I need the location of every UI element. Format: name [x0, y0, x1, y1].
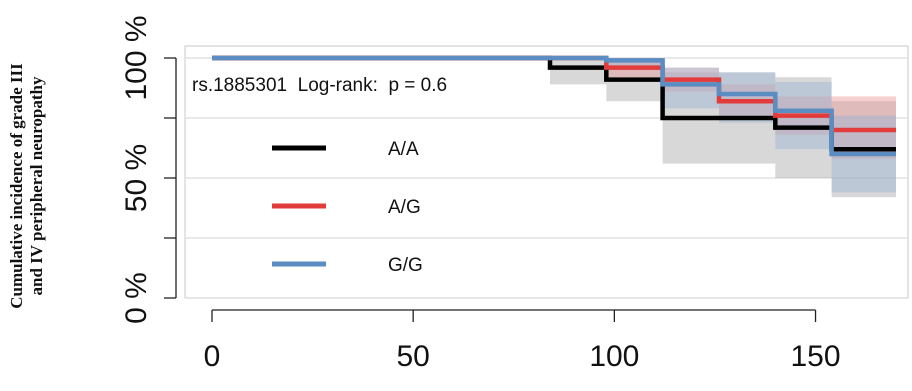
- x-tick-label: 100: [589, 340, 639, 373]
- log-rank-annotation: rs.1885301 Log-rank: p = 0.6: [192, 75, 447, 96]
- x-tick-label: 50: [396, 340, 429, 373]
- annotation: rs.1885301 Log-rank: p = 0.6: [192, 75, 447, 96]
- x-tick-label: 150: [790, 340, 840, 373]
- legend-label: G/G: [388, 255, 423, 276]
- y-tick-label: 50 %: [120, 144, 153, 212]
- y-tick-label: 0 %: [120, 272, 153, 324]
- plot-area: [184, 45, 909, 299]
- plot-frame: [184, 45, 909, 299]
- series-lines: [212, 55, 896, 157]
- y-axis-label-line: Cumulative incidence of grade III: [7, 63, 26, 309]
- confidence-band-gg: [212, 58, 896, 193]
- axes: 0 % 50 % 100 % 0 50 100 150: [120, 15, 841, 373]
- x-tick-label: 0: [204, 340, 221, 373]
- series-line-gg: [212, 55, 896, 157]
- legend-label: A/G: [388, 197, 421, 218]
- confidence-band-ag: [212, 58, 896, 159]
- legend-label: A/A: [388, 139, 419, 160]
- y-axis-label-line: and IV peripheral neuropathy: [27, 76, 46, 295]
- legend: A/A A/G G/G: [272, 139, 423, 276]
- y-tick-label: 100 %: [120, 15, 153, 100]
- y-axis-label: Cumulative incidence of grade III and IV …: [7, 63, 46, 309]
